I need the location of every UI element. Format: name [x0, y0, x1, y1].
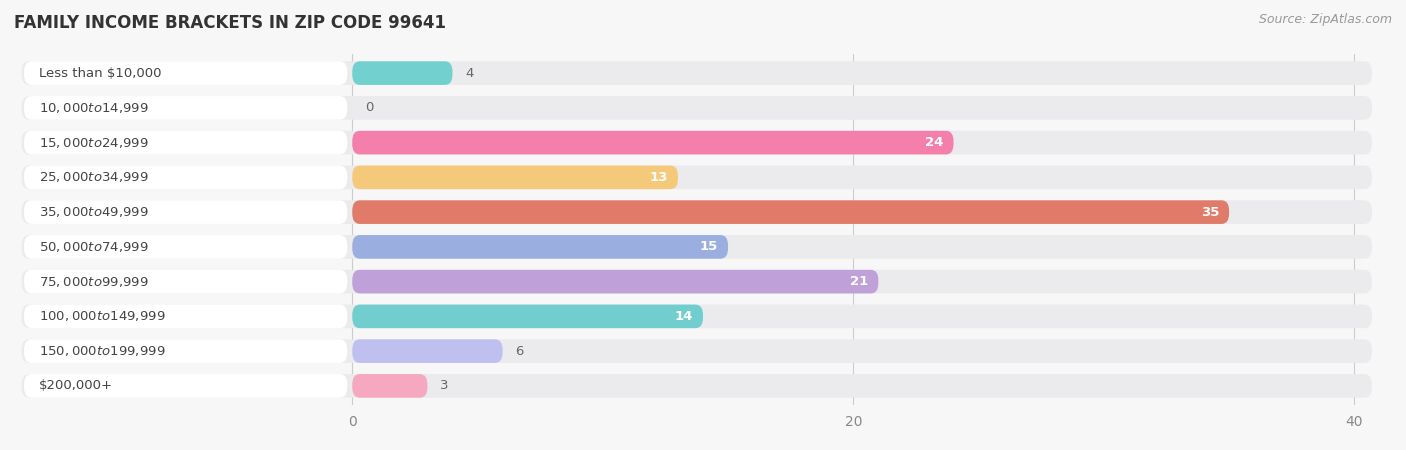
Text: $10,000 to $14,999: $10,000 to $14,999: [39, 101, 149, 115]
Text: 13: 13: [650, 171, 668, 184]
FancyBboxPatch shape: [24, 200, 347, 224]
FancyBboxPatch shape: [353, 374, 427, 398]
FancyBboxPatch shape: [21, 270, 1372, 293]
FancyBboxPatch shape: [21, 166, 1372, 189]
Text: 4: 4: [465, 67, 474, 80]
FancyBboxPatch shape: [353, 61, 453, 85]
Text: $150,000 to $199,999: $150,000 to $199,999: [39, 344, 166, 358]
Text: $35,000 to $49,999: $35,000 to $49,999: [39, 205, 149, 219]
FancyBboxPatch shape: [353, 305, 703, 328]
FancyBboxPatch shape: [21, 374, 1372, 398]
Text: $200,000+: $200,000+: [39, 379, 112, 392]
Text: 35: 35: [1201, 206, 1219, 219]
FancyBboxPatch shape: [353, 270, 879, 293]
FancyBboxPatch shape: [21, 61, 1372, 85]
FancyBboxPatch shape: [24, 305, 347, 328]
Text: 0: 0: [364, 101, 373, 114]
FancyBboxPatch shape: [24, 96, 347, 120]
Text: 24: 24: [925, 136, 943, 149]
Text: $25,000 to $34,999: $25,000 to $34,999: [39, 171, 149, 184]
Text: 6: 6: [515, 345, 523, 358]
Text: 14: 14: [675, 310, 693, 323]
Text: 21: 21: [851, 275, 869, 288]
Text: $100,000 to $149,999: $100,000 to $149,999: [39, 310, 166, 324]
FancyBboxPatch shape: [353, 200, 1229, 224]
FancyBboxPatch shape: [24, 339, 347, 363]
FancyBboxPatch shape: [24, 235, 347, 259]
FancyBboxPatch shape: [24, 131, 347, 154]
FancyBboxPatch shape: [24, 374, 347, 398]
FancyBboxPatch shape: [21, 305, 1372, 328]
Text: 15: 15: [700, 240, 718, 253]
Text: Less than $10,000: Less than $10,000: [39, 67, 162, 80]
FancyBboxPatch shape: [21, 131, 1372, 154]
Text: $50,000 to $74,999: $50,000 to $74,999: [39, 240, 149, 254]
Text: $75,000 to $99,999: $75,000 to $99,999: [39, 274, 149, 288]
FancyBboxPatch shape: [21, 339, 1372, 363]
FancyBboxPatch shape: [353, 339, 502, 363]
Text: FAMILY INCOME BRACKETS IN ZIP CODE 99641: FAMILY INCOME BRACKETS IN ZIP CODE 99641: [14, 14, 446, 32]
FancyBboxPatch shape: [24, 270, 347, 293]
Text: $15,000 to $24,999: $15,000 to $24,999: [39, 135, 149, 149]
FancyBboxPatch shape: [24, 166, 347, 189]
FancyBboxPatch shape: [24, 61, 347, 85]
FancyBboxPatch shape: [21, 96, 1372, 120]
Text: Source: ZipAtlas.com: Source: ZipAtlas.com: [1258, 14, 1392, 27]
FancyBboxPatch shape: [353, 166, 678, 189]
FancyBboxPatch shape: [21, 235, 1372, 259]
FancyBboxPatch shape: [353, 131, 953, 154]
FancyBboxPatch shape: [21, 200, 1372, 224]
Text: 3: 3: [440, 379, 449, 392]
FancyBboxPatch shape: [353, 235, 728, 259]
